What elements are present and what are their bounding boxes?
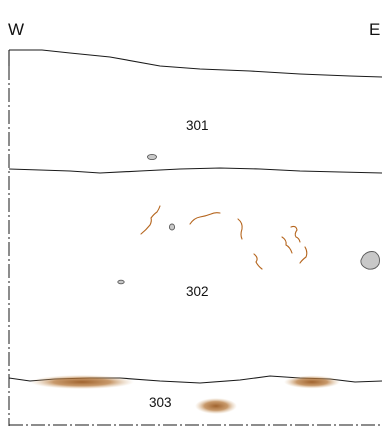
layer-label-302: 302 — [186, 284, 209, 299]
layer-label-303: 303 — [149, 395, 172, 410]
stone-large-302 — [360, 251, 380, 270]
layer-label-301: 301 — [186, 118, 209, 133]
stain-303-center — [195, 398, 237, 414]
root-trace-7 — [299, 246, 308, 264]
root-trace-6 — [253, 253, 263, 270]
root-trace-2 — [189, 212, 221, 225]
root-trace-1 — [140, 205, 161, 235]
stain-303-right — [284, 375, 340, 389]
root-trace-5 — [281, 236, 293, 254]
west-label: W — [8, 20, 24, 39]
stone-small-302-a — [168, 223, 176, 231]
ground-surface-line — [9, 49, 382, 78]
stone-small-301 — [147, 153, 157, 161]
east-label: E — [369, 20, 380, 39]
stain-303-left — [30, 375, 134, 389]
root-trace-3 — [237, 218, 243, 240]
root-trace-4 — [290, 225, 301, 243]
boundary-301-302 — [8, 167, 382, 174]
stone-small-302-b — [117, 279, 125, 285]
